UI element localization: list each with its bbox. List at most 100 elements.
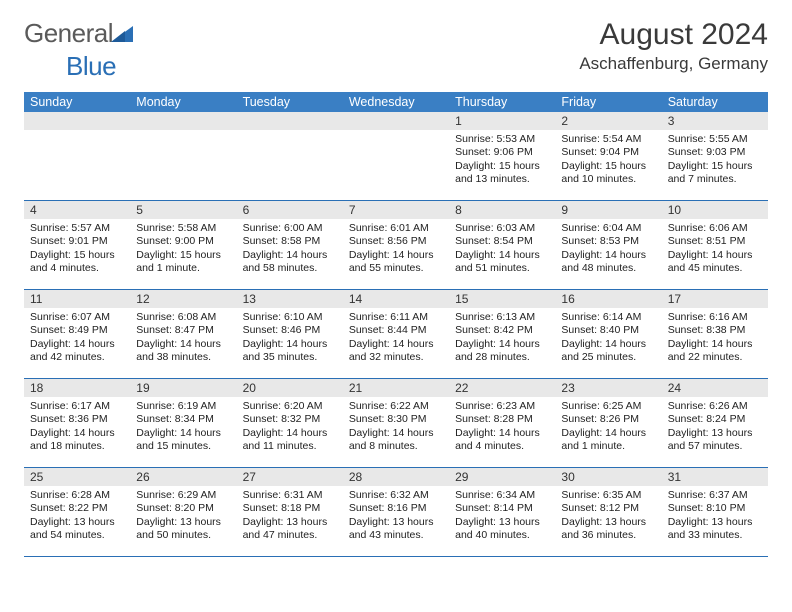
day-number: 11 [24, 290, 130, 308]
sunset-text: Sunset: 8:12 PM [561, 502, 655, 515]
day-number: 17 [662, 290, 768, 308]
day-number: 19 [130, 379, 236, 397]
sunrise-text: Sunrise: 6:31 AM [243, 489, 337, 502]
day-body: Sunrise: 6:06 AMSunset: 8:51 PMDaylight:… [662, 219, 768, 280]
day-cell: 7Sunrise: 6:01 AMSunset: 8:56 PMDaylight… [343, 201, 449, 289]
sunset-text: Sunset: 8:46 PM [243, 324, 337, 337]
day-number: 6 [237, 201, 343, 219]
dayhead-friday: Friday [555, 92, 661, 112]
day-number: 8 [449, 201, 555, 219]
sunrise-text: Sunrise: 6:04 AM [561, 222, 655, 235]
triangle-icon [111, 20, 135, 51]
day-header-row: Sunday Monday Tuesday Wednesday Thursday… [24, 92, 768, 112]
day-body: Sunrise: 6:25 AMSunset: 8:26 PMDaylight:… [555, 397, 661, 458]
daylight-text: Daylight: 15 hours and 4 minutes. [30, 249, 124, 276]
sunset-text: Sunset: 9:04 PM [561, 146, 655, 159]
day-number [130, 112, 236, 130]
day-cell: 6Sunrise: 6:00 AMSunset: 8:58 PMDaylight… [237, 201, 343, 289]
daylight-text: Daylight: 14 hours and 42 minutes. [30, 338, 124, 365]
day-cell: 16Sunrise: 6:14 AMSunset: 8:40 PMDayligh… [555, 290, 661, 378]
sunset-text: Sunset: 8:34 PM [136, 413, 230, 426]
daylight-text: Daylight: 13 hours and 36 minutes. [561, 516, 655, 543]
day-number [237, 112, 343, 130]
sunrise-text: Sunrise: 6:22 AM [349, 400, 443, 413]
sunrise-text: Sunrise: 6:34 AM [455, 489, 549, 502]
day-cell: 22Sunrise: 6:23 AMSunset: 8:28 PMDayligh… [449, 379, 555, 467]
day-cell: 12Sunrise: 6:08 AMSunset: 8:47 PMDayligh… [130, 290, 236, 378]
daylight-text: Daylight: 14 hours and 32 minutes. [349, 338, 443, 365]
sunset-text: Sunset: 8:24 PM [668, 413, 762, 426]
day-cell: 25Sunrise: 6:28 AMSunset: 8:22 PMDayligh… [24, 468, 130, 556]
sunset-text: Sunset: 8:30 PM [349, 413, 443, 426]
day-cell: 4Sunrise: 5:57 AMSunset: 9:01 PMDaylight… [24, 201, 130, 289]
day-cell: 19Sunrise: 6:19 AMSunset: 8:34 PMDayligh… [130, 379, 236, 467]
day-body: Sunrise: 6:29 AMSunset: 8:20 PMDaylight:… [130, 486, 236, 547]
week-row: 4Sunrise: 5:57 AMSunset: 9:01 PMDaylight… [24, 201, 768, 290]
day-number: 3 [662, 112, 768, 130]
day-number: 25 [24, 468, 130, 486]
sunset-text: Sunset: 8:42 PM [455, 324, 549, 337]
sunrise-text: Sunrise: 6:32 AM [349, 489, 443, 502]
day-cell: 24Sunrise: 6:26 AMSunset: 8:24 PMDayligh… [662, 379, 768, 467]
logo-text-general: General [24, 18, 113, 48]
day-cell [24, 112, 130, 200]
daylight-text: Daylight: 13 hours and 43 minutes. [349, 516, 443, 543]
day-body: Sunrise: 6:23 AMSunset: 8:28 PMDaylight:… [449, 397, 555, 458]
day-body: Sunrise: 6:28 AMSunset: 8:22 PMDaylight:… [24, 486, 130, 547]
logo-text-blue: Blue [66, 51, 116, 81]
sunset-text: Sunset: 8:54 PM [455, 235, 549, 248]
day-body: Sunrise: 6:11 AMSunset: 8:44 PMDaylight:… [343, 308, 449, 369]
day-cell: 14Sunrise: 6:11 AMSunset: 8:44 PMDayligh… [343, 290, 449, 378]
day-body [343, 130, 449, 137]
day-number: 2 [555, 112, 661, 130]
day-cell [237, 112, 343, 200]
dayhead-monday: Monday [130, 92, 236, 112]
day-number: 28 [343, 468, 449, 486]
day-number: 15 [449, 290, 555, 308]
daylight-text: Daylight: 13 hours and 33 minutes. [668, 516, 762, 543]
sunrise-text: Sunrise: 5:54 AM [561, 133, 655, 146]
sunrise-text: Sunrise: 5:58 AM [136, 222, 230, 235]
day-body: Sunrise: 5:55 AMSunset: 9:03 PMDaylight:… [662, 130, 768, 191]
day-number: 27 [237, 468, 343, 486]
sunset-text: Sunset: 8:22 PM [30, 502, 124, 515]
daylight-text: Daylight: 13 hours and 57 minutes. [668, 427, 762, 454]
sunrise-text: Sunrise: 6:35 AM [561, 489, 655, 502]
day-cell: 10Sunrise: 6:06 AMSunset: 8:51 PMDayligh… [662, 201, 768, 289]
day-body: Sunrise: 6:35 AMSunset: 8:12 PMDaylight:… [555, 486, 661, 547]
day-cell: 20Sunrise: 6:20 AMSunset: 8:32 PMDayligh… [237, 379, 343, 467]
daylight-text: Daylight: 14 hours and 1 minute. [561, 427, 655, 454]
day-number: 26 [130, 468, 236, 486]
day-body: Sunrise: 6:13 AMSunset: 8:42 PMDaylight:… [449, 308, 555, 369]
sunrise-text: Sunrise: 6:25 AM [561, 400, 655, 413]
sunset-text: Sunset: 8:58 PM [243, 235, 337, 248]
day-number: 12 [130, 290, 236, 308]
daylight-text: Daylight: 14 hours and 28 minutes. [455, 338, 549, 365]
sunset-text: Sunset: 8:20 PM [136, 502, 230, 515]
day-body: Sunrise: 6:07 AMSunset: 8:49 PMDaylight:… [24, 308, 130, 369]
page-title: August 2024 [579, 18, 768, 52]
day-cell: 5Sunrise: 5:58 AMSunset: 9:00 PMDaylight… [130, 201, 236, 289]
day-cell: 30Sunrise: 6:35 AMSunset: 8:12 PMDayligh… [555, 468, 661, 556]
day-number: 5 [130, 201, 236, 219]
week-row: 18Sunrise: 6:17 AMSunset: 8:36 PMDayligh… [24, 379, 768, 468]
sunset-text: Sunset: 8:32 PM [243, 413, 337, 426]
day-cell: 29Sunrise: 6:34 AMSunset: 8:14 PMDayligh… [449, 468, 555, 556]
sunrise-text: Sunrise: 6:00 AM [243, 222, 337, 235]
sunrise-text: Sunrise: 6:08 AM [136, 311, 230, 324]
daylight-text: Daylight: 14 hours and 55 minutes. [349, 249, 443, 276]
daylight-text: Daylight: 14 hours and 11 minutes. [243, 427, 337, 454]
sunset-text: Sunset: 8:28 PM [455, 413, 549, 426]
sunset-text: Sunset: 8:10 PM [668, 502, 762, 515]
day-body [130, 130, 236, 137]
day-body [24, 130, 130, 137]
day-cell: 23Sunrise: 6:25 AMSunset: 8:26 PMDayligh… [555, 379, 661, 467]
calendar: Sunday Monday Tuesday Wednesday Thursday… [24, 92, 768, 557]
dayhead-saturday: Saturday [662, 92, 768, 112]
day-body: Sunrise: 6:20 AMSunset: 8:32 PMDaylight:… [237, 397, 343, 458]
sunset-text: Sunset: 8:49 PM [30, 324, 124, 337]
sunrise-text: Sunrise: 6:14 AM [561, 311, 655, 324]
sunset-text: Sunset: 8:51 PM [668, 235, 762, 248]
daylight-text: Daylight: 14 hours and 18 minutes. [30, 427, 124, 454]
sunrise-text: Sunrise: 6:01 AM [349, 222, 443, 235]
